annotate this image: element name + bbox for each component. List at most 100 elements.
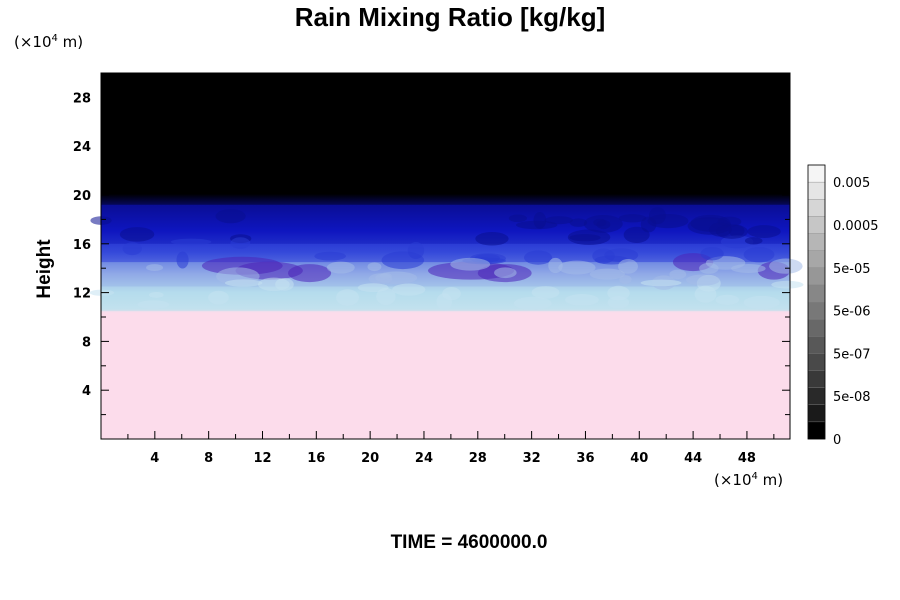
field-texture (743, 295, 780, 310)
colorbar-level (807, 233, 826, 252)
x-tick-label: 40 (630, 451, 648, 466)
field-texture (523, 250, 553, 265)
field-texture (685, 274, 720, 286)
field-texture (743, 247, 775, 263)
y-tick-label: 20 (73, 189, 91, 204)
x-tick-label: 28 (469, 451, 487, 466)
field-detail (89, 207, 804, 311)
field-texture (623, 226, 650, 244)
field-texture (392, 283, 426, 296)
colorbar: 0.005 0.0005 5e-05 5e-06 5e-07 5e-08 0 (807, 164, 879, 448)
colorbar-level (807, 404, 826, 423)
colorbar-level (807, 370, 826, 389)
x-tick-label: 20 (361, 451, 379, 466)
field-texture (569, 234, 601, 242)
x-tick-label: 16 (307, 451, 325, 466)
field-texture (494, 267, 517, 279)
field-texture (565, 294, 599, 306)
field-texture (215, 209, 246, 224)
colorbar-level (807, 164, 826, 183)
x-tick-label: 24 (415, 451, 433, 466)
colorbar-label: 0 (833, 433, 841, 448)
colorbar-level (807, 387, 826, 406)
x-tick-label: 32 (523, 451, 541, 466)
field-texture (700, 246, 724, 261)
field-texture (314, 251, 346, 261)
field-texture (516, 220, 558, 230)
y-tick-label: 4 (82, 384, 91, 399)
field-texture (771, 280, 804, 289)
x-axis: 4 8 12 16 20 24 28 32 36 40 44 48 (127, 431, 775, 466)
field-texture (170, 238, 212, 246)
field-texture (531, 286, 560, 299)
field-texture (513, 296, 552, 310)
field-background (101, 73, 790, 439)
x-tick-label: 8 (204, 451, 213, 466)
field-texture (607, 285, 630, 301)
colorbar-level (807, 267, 826, 286)
colorbar-level (807, 181, 826, 200)
y-tick-label: 16 (73, 238, 91, 253)
field-texture (589, 268, 625, 280)
field-texture (257, 277, 290, 292)
field-texture (619, 275, 632, 285)
y-tick-label: 28 (73, 91, 91, 106)
colorbar-level (807, 353, 826, 371)
field-texture (122, 242, 142, 256)
field-texture (336, 289, 359, 306)
colorbar-label: 5e-06 (833, 305, 871, 320)
field-texture (475, 231, 509, 246)
y-tick-label: 12 (73, 287, 91, 302)
y-unit-label: (×104 m) (14, 33, 84, 51)
field-texture (649, 207, 666, 225)
x-tick-label: 4 (150, 451, 159, 466)
field-texture (326, 261, 355, 274)
field-texture (715, 294, 740, 305)
field-texture (769, 258, 803, 274)
field-texture (381, 251, 425, 270)
field-band (101, 73, 790, 205)
x-unit-label: (×104 m) (714, 471, 784, 489)
chart-title: Rain Mixing Ratio [kg/kg] (294, 2, 606, 32)
field-texture (367, 262, 382, 272)
field-texture (148, 291, 164, 298)
field-band (101, 310, 790, 439)
field-texture (694, 285, 717, 303)
colorbar-label: 0.005 (833, 176, 870, 191)
field-patch (288, 264, 332, 283)
colorbar-label: 0.0005 (833, 219, 879, 234)
colorbar-level (807, 199, 826, 217)
field-texture (731, 263, 766, 274)
field-texture (508, 214, 527, 223)
field-texture (569, 218, 588, 227)
field-texture (744, 237, 763, 245)
y-tick-label: 24 (73, 140, 91, 155)
colorbar-level (807, 336, 826, 354)
field-texture (669, 269, 687, 280)
field-texture (224, 279, 263, 287)
y-axis-label: Height (34, 239, 55, 299)
field-band (101, 204, 790, 244)
field-texture (747, 225, 781, 238)
x-tick-label: 12 (253, 451, 271, 466)
plot-frame (100, 72, 791, 440)
field-texture (357, 283, 389, 293)
colorbar-level (807, 284, 826, 303)
x-tick-label: 48 (738, 451, 756, 466)
field-texture (618, 259, 638, 274)
colorbar-level (807, 318, 826, 337)
field-texture (450, 257, 491, 271)
field-texture (230, 237, 251, 249)
x-tick-label: 44 (684, 451, 702, 466)
y-axis: 4 8 12 16 20 24 28 (73, 91, 790, 416)
colorbar-label: 5e-08 (833, 390, 871, 405)
field-texture (442, 287, 461, 301)
field-texture (640, 279, 682, 287)
field-texture (583, 214, 623, 233)
colorbar-frame (807, 164, 826, 440)
field-texture (176, 251, 189, 269)
x-tick-label: 36 (576, 451, 594, 466)
field-texture (119, 227, 155, 242)
colorbar-level (807, 301, 826, 320)
